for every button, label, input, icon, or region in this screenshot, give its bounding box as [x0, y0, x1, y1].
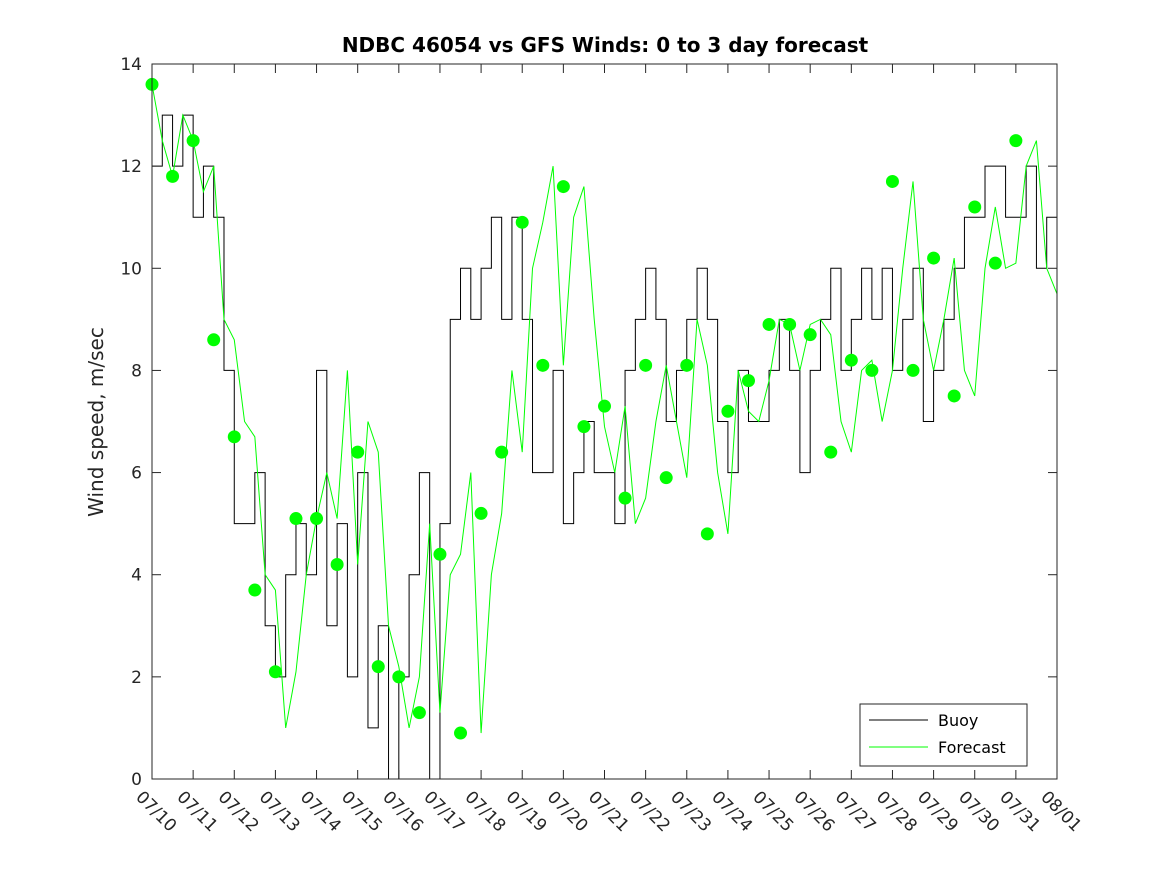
x-tick-label: 07/12 [214, 787, 263, 836]
x-tick-label: 07/22 [625, 787, 674, 836]
forecast-marker [515, 215, 529, 229]
x-tick-label: 07/15 [337, 787, 386, 836]
forecast-marker [906, 363, 920, 377]
forecast-marker [248, 583, 262, 597]
forecast-marker [783, 317, 797, 331]
x-tick-label: 07/23 [666, 787, 715, 836]
x-tick-label: 07/20 [543, 787, 592, 836]
y-tick-label: 12 [120, 157, 142, 177]
forecast-marker [166, 169, 180, 183]
forecast-marker [454, 726, 468, 740]
forecast-marker [803, 328, 817, 342]
forecast-marker [947, 389, 961, 403]
forecast-marker [227, 430, 241, 444]
legend-buoy-label: Buoy [938, 711, 978, 730]
x-tick-label: 07/10 [131, 787, 180, 836]
forecast-marker [885, 174, 899, 188]
x-tick-label: 07/18 [461, 787, 510, 836]
forecast-marker [556, 180, 570, 194]
forecast-marker [392, 670, 406, 684]
legend-box [859, 703, 1028, 767]
y-tick-label: 14 [120, 55, 142, 75]
forecast-marker [680, 358, 694, 372]
y-tick-label: 8 [131, 361, 142, 381]
forecast-marker [927, 251, 941, 265]
forecast-marker [351, 445, 365, 459]
forecast-marker [474, 506, 488, 520]
x-tick-label: 07/17 [419, 787, 468, 836]
forecast-marker [639, 358, 653, 372]
forecast-marker [577, 420, 591, 434]
forecast-markers [145, 77, 1023, 740]
forecast-marker [412, 706, 426, 720]
forecast-marker [968, 200, 982, 214]
forecast-marker [330, 558, 344, 571]
x-tick-label: 07/26 [790, 787, 839, 836]
chart-title: NDBC 46054 vs GFS Winds: 0 to 3 day fore… [342, 33, 869, 57]
y-axis-label: Wind speed, m/sec [84, 327, 108, 517]
y-tick-label: 4 [131, 566, 142, 586]
y-tick-label: 2 [131, 668, 142, 688]
x-tick-label: 07/28 [872, 787, 921, 836]
forecast-marker [289, 512, 303, 526]
forecast-marker [207, 333, 221, 347]
x-tick-label: 07/27 [831, 787, 880, 836]
forecast-marker [659, 471, 673, 485]
y-tick-label: 10 [120, 259, 142, 279]
forecast-marker [536, 358, 550, 372]
x-tick-label: 07/24 [707, 787, 756, 836]
legend: Buoy Forecast [859, 703, 1028, 767]
x-tick-label: 07/30 [954, 787, 1003, 836]
forecast-marker [988, 256, 1002, 270]
x-tick-label: 08/01 [1036, 787, 1085, 836]
forecast-marker [721, 404, 735, 418]
x-tick-label: 07/29 [913, 787, 962, 836]
buoy-series-line [152, 114, 1058, 780]
x-tick-label: 07/13 [255, 787, 304, 836]
forecast-marker [186, 134, 200, 148]
x-tick-label: 07/19 [502, 787, 551, 836]
x-tick-label: 07/25 [749, 787, 798, 836]
x-tick-label: 07/21 [584, 787, 633, 836]
forecast-marker [865, 363, 879, 377]
legend-forecast-label: Forecast [938, 738, 1006, 757]
forecast-marker [371, 660, 385, 674]
x-tick-label: 07/16 [378, 787, 427, 836]
forecast-marker [310, 512, 324, 526]
x-tick-label: 07/11 [173, 787, 222, 836]
forecast-marker [495, 445, 509, 459]
x-tick-label: 07/14 [296, 787, 345, 836]
forecast-marker [762, 317, 776, 331]
forecast-marker [741, 374, 755, 388]
y-tick-label: 0 [131, 770, 142, 790]
forecast-marker [433, 547, 447, 561]
forecast-marker [268, 665, 282, 679]
x-tick-label: 07/31 [995, 787, 1044, 836]
y-tick-label: 6 [131, 464, 142, 484]
forecast-series-line [151, 84, 1058, 734]
forecast-marker [618, 491, 632, 505]
series-layer [151, 84, 1058, 780]
forecast-marker [844, 353, 858, 367]
forecast-marker [1009, 134, 1023, 148]
forecast-marker [598, 399, 611, 413]
forecast-marker [700, 527, 714, 541]
forecast-marker [824, 445, 838, 459]
